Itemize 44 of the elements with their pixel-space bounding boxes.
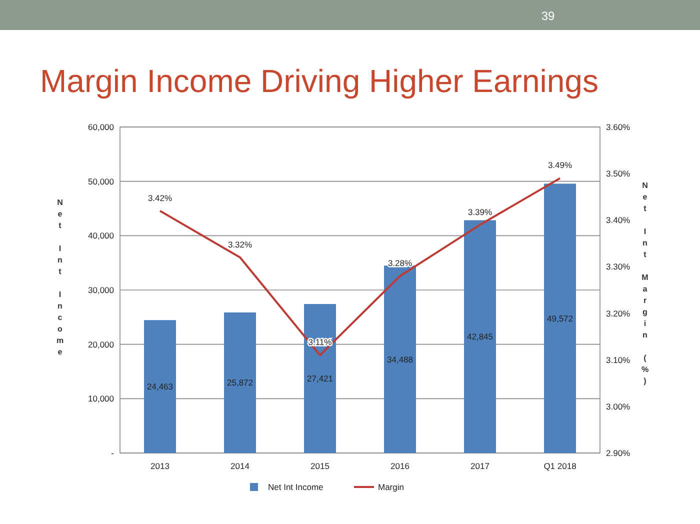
y-tick-label: 40,000	[88, 230, 114, 241]
x-tick-label: 2013	[150, 461, 170, 471]
y2-tick-label: 3.20%	[606, 308, 631, 318]
y2-tick-label: 3.00%	[606, 401, 631, 412]
data-label: 3.28%	[388, 258, 412, 268]
data-label: 24,463	[147, 382, 174, 392]
data-label: 3.42%	[148, 192, 172, 203]
y-tick-label: 10,000	[88, 394, 114, 404]
chart-title: Margin Income Driving Higher Earnings	[40, 63, 598, 99]
data-label: 3.32%	[228, 239, 252, 250]
bar	[384, 266, 416, 453]
text: Net Int Margin (%)	[641, 181, 649, 386]
bar	[544, 184, 576, 453]
y2-tick-label: 3.60%	[606, 122, 631, 132]
x-tick-label: 2016	[390, 461, 410, 471]
data-label: 3.49%	[548, 160, 572, 170]
x-tick-label: 2015	[310, 461, 330, 471]
x-tick-label: 2017	[470, 461, 490, 471]
y2-tick-label: 2.90%	[606, 448, 631, 458]
y2-tick-label: 3.50%	[606, 168, 631, 179]
y-tick-label: 20,000	[88, 339, 114, 350]
y-tick-label: -	[111, 448, 114, 458]
bar	[304, 304, 336, 453]
bar	[224, 312, 256, 453]
data-label: 42,845	[467, 332, 494, 342]
y-tick-label: 30,000	[88, 285, 114, 295]
y-tick-label: 60,000	[88, 122, 114, 132]
text: 39	[541, 9, 555, 23]
data-label: 25,872	[227, 378, 254, 388]
x-tick-label: Q1 2018	[544, 461, 577, 471]
y2-tick-label: 3.10%	[606, 354, 631, 365]
legend-label: Net Int Income	[268, 482, 324, 492]
data-label: 27,421	[307, 374, 334, 384]
y2-tick-label: 3.40%	[606, 215, 631, 226]
y2-tick-label: 3.30%	[606, 262, 631, 272]
y-tick-label: 50,000	[88, 176, 114, 186]
data-label: 3.39%	[468, 206, 492, 217]
x-tick-label: 2014	[230, 461, 250, 471]
bar	[144, 320, 176, 453]
data-label: 34,488	[387, 354, 414, 364]
bar	[464, 220, 496, 453]
text: Net Int Income	[56, 198, 64, 356]
legend-label: Margin	[378, 482, 404, 492]
data-label: 49,572	[547, 313, 574, 324]
